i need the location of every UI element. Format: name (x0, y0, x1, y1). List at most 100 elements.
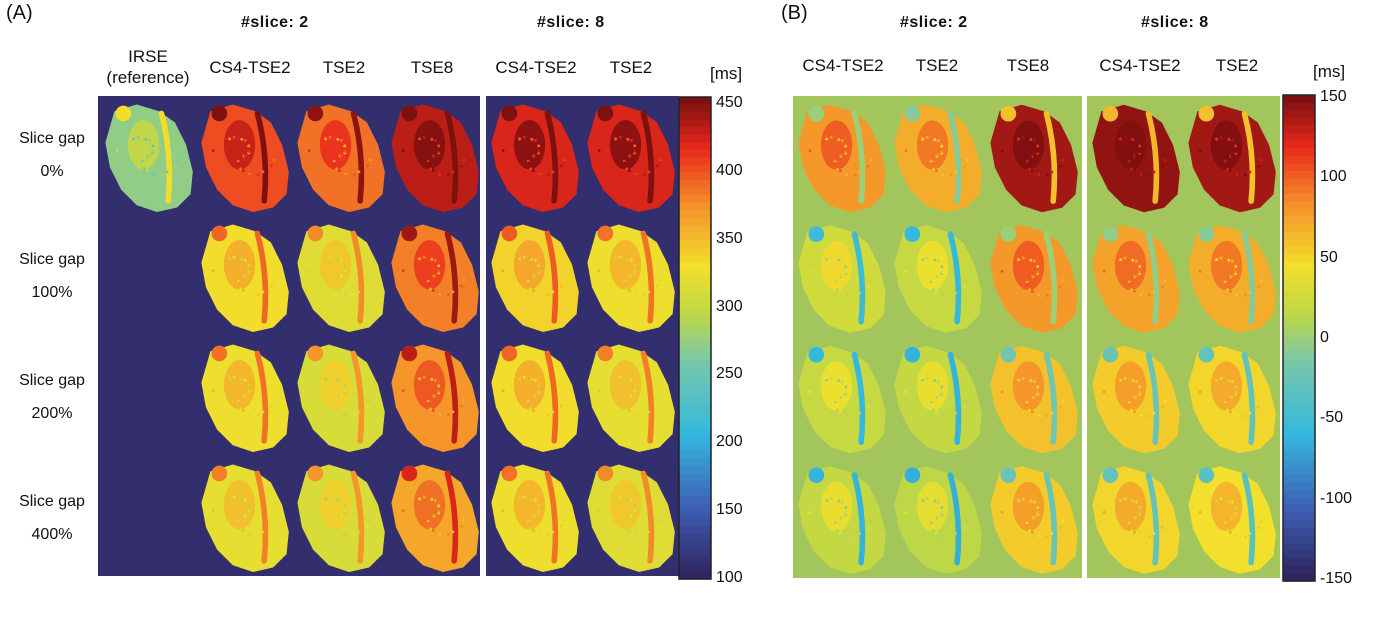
speckle (642, 533, 646, 537)
panel-a-colorbar (678, 96, 712, 580)
speckle (368, 158, 372, 162)
speckle (1032, 154, 1036, 158)
speckle (269, 404, 273, 408)
speckle (840, 275, 844, 278)
speckle (333, 161, 337, 165)
speckle (1234, 511, 1238, 515)
speckle (210, 155, 214, 159)
speckle (335, 395, 339, 399)
vessel-stripe (1241, 231, 1256, 325)
speckle (1029, 138, 1033, 142)
speckle (339, 258, 343, 262)
speckle (307, 389, 311, 393)
speckle (836, 529, 839, 533)
speckle (333, 521, 337, 525)
speckle (836, 276, 840, 280)
speckle (537, 269, 541, 273)
speckle (219, 501, 223, 505)
top-structure (115, 105, 132, 122)
speckle (256, 173, 260, 177)
top-structure (211, 345, 228, 362)
colorbar-tick-label: 250 (716, 365, 743, 383)
colorbar-segment (679, 307, 711, 317)
vessel-stripe (254, 230, 269, 324)
map-tile (201, 104, 289, 212)
inner-region (319, 360, 352, 410)
speckle (333, 281, 337, 285)
speckle (1206, 502, 1210, 506)
speckle (1138, 150, 1142, 153)
speckle (343, 509, 347, 513)
speckle (903, 397, 907, 401)
speckle (219, 141, 223, 145)
speckle (623, 521, 627, 525)
speckle (1021, 256, 1025, 260)
speckle (1226, 288, 1229, 292)
top-structure (1102, 346, 1119, 363)
colorbar-segment (679, 511, 711, 520)
map-tile (297, 104, 385, 212)
speckle (365, 524, 369, 528)
speckle (1226, 276, 1230, 280)
speckle (431, 409, 435, 413)
speckle (629, 394, 633, 398)
speckle (141, 161, 145, 165)
speckle (816, 261, 820, 265)
speckle (1050, 532, 1054, 536)
speckle (840, 516, 844, 519)
colorbar-segment (1283, 444, 1315, 453)
speckle (509, 141, 513, 145)
speckle (825, 137, 829, 141)
speckle (462, 278, 466, 282)
speckle (629, 274, 633, 278)
speckle (825, 499, 829, 503)
speckle (433, 138, 437, 142)
colorbar-segment (679, 285, 711, 294)
speckle (1243, 534, 1247, 538)
map-tile (297, 464, 385, 572)
speckle (1134, 259, 1138, 263)
speckle (335, 275, 339, 279)
colorbar-segment (679, 428, 711, 437)
speckle (1028, 276, 1032, 280)
speckle (256, 293, 260, 297)
speckle (409, 261, 413, 265)
speckle (1134, 275, 1138, 278)
panel-a-group-title-slice2: #slice: 2 (241, 14, 309, 31)
speckle (936, 139, 940, 143)
speckle (1017, 258, 1021, 262)
speckle (838, 289, 842, 293)
speckle (1128, 162, 1132, 166)
speckle (1028, 397, 1032, 400)
speckle (522, 255, 526, 259)
speckle (829, 256, 833, 260)
speckle (307, 509, 311, 513)
speckle (243, 138, 247, 142)
top-structure (597, 465, 614, 482)
speckle (1026, 282, 1030, 286)
speckle (339, 514, 343, 518)
inner-region (127, 120, 160, 170)
inner-region (1114, 240, 1147, 291)
colorbar-segment (1283, 474, 1315, 483)
speckle (912, 502, 916, 506)
speckle (1197, 156, 1201, 160)
inner-region (413, 360, 446, 410)
speckle (243, 514, 247, 518)
speckle (633, 389, 637, 393)
speckle (658, 398, 662, 402)
vessel-stripe (158, 110, 173, 204)
speckle (1163, 520, 1167, 524)
speckle (241, 289, 245, 293)
speckle (151, 144, 155, 148)
speckle (1131, 379, 1135, 383)
speckle (858, 411, 862, 415)
speckle (633, 509, 637, 513)
speckle (962, 285, 966, 289)
inner-region (223, 120, 256, 170)
top-structure (501, 345, 518, 362)
speckle (838, 410, 842, 414)
speckle (509, 381, 513, 385)
colorbar-segment (1283, 95, 1315, 104)
speckle (531, 529, 535, 533)
